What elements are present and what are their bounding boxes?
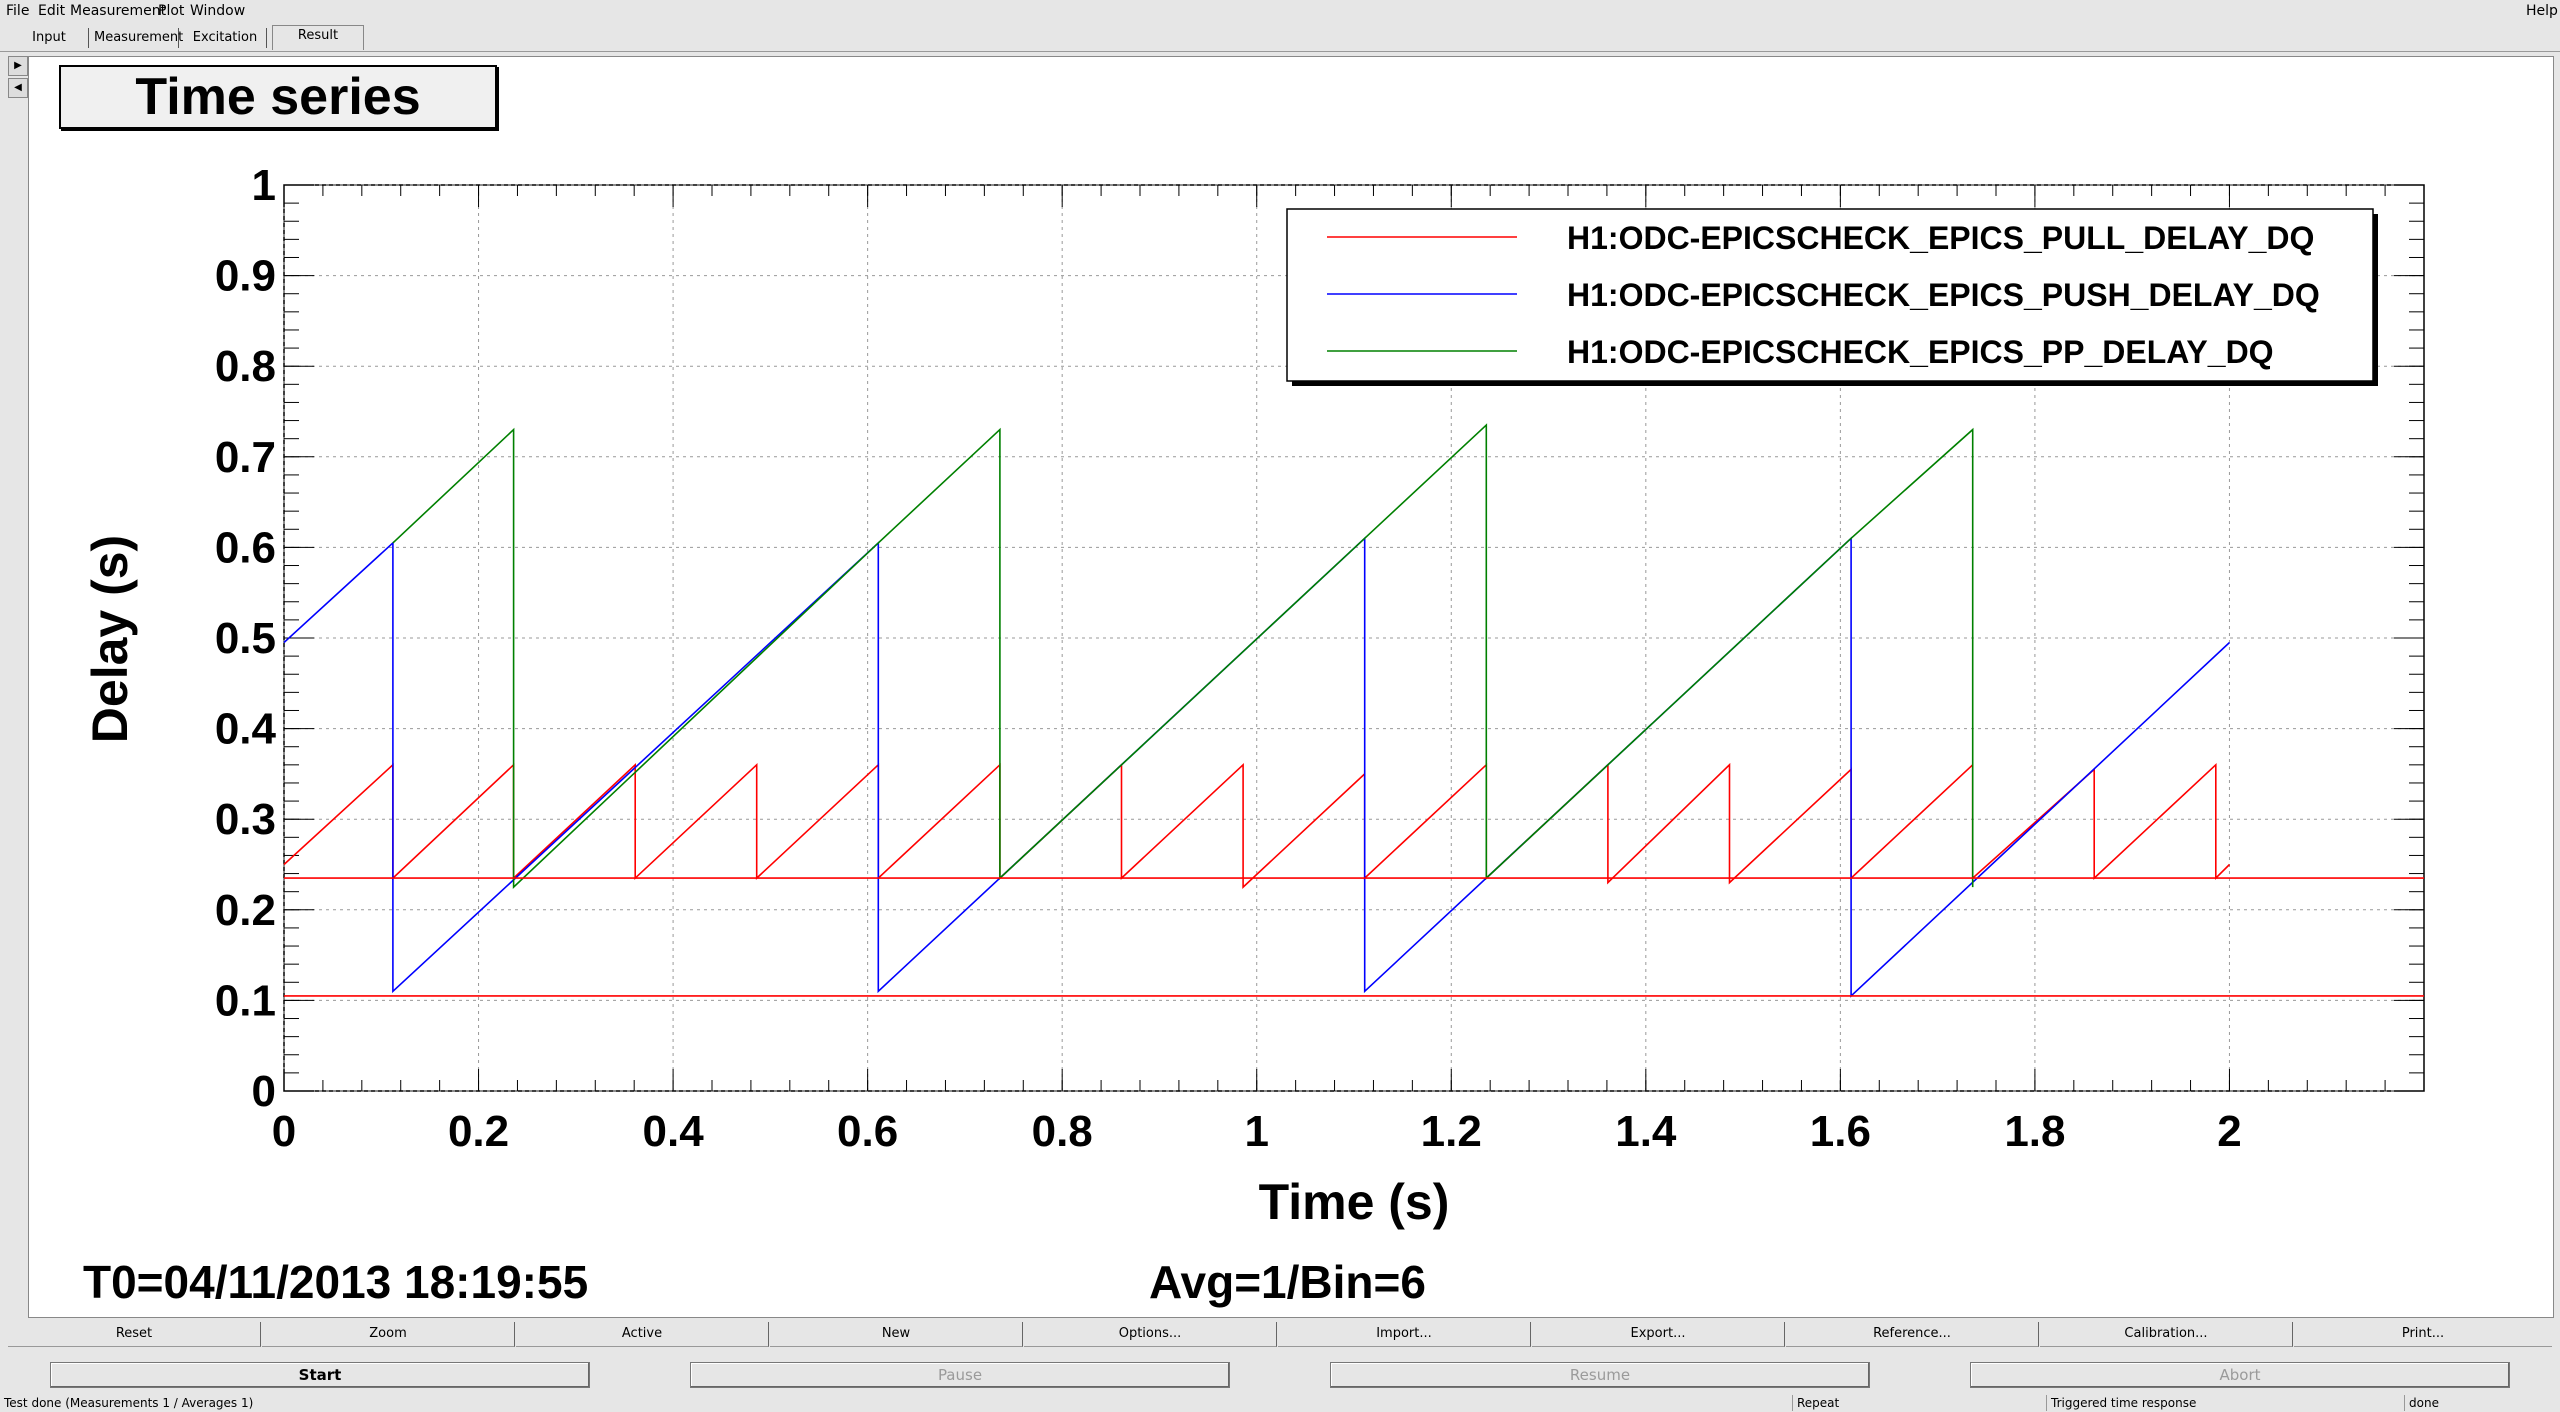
control-bar: Start Pause Resume Abort	[0, 1360, 2560, 1390]
legend-entry: H1:ODC-EPICSCHECK_EPICS_PUSH_DELAY_DQ	[1567, 277, 2320, 313]
t0-label: T0=04/11/2013 18:19:55	[83, 1256, 589, 1308]
x-tick-label: 0.2	[448, 1107, 509, 1156]
menu-bar: File Edit Measurement Plot Window Help	[0, 0, 2560, 24]
status-type: Triggered time response	[2046, 1395, 2196, 1411]
series-line-2	[392, 423, 1974, 889]
y-tick-label: 0.1	[215, 976, 276, 1025]
zoom-button[interactable]: Zoom	[262, 1322, 515, 1347]
tab-measurement[interactable]: Measurement	[94, 28, 183, 48]
x-axis-label: Time (s)	[1259, 1174, 1450, 1230]
y-tick-label: 0.3	[215, 795, 276, 844]
y-tick-label: 0.2	[215, 886, 276, 935]
menu-measurement[interactable]: Measurement	[70, 3, 167, 19]
y-tick-label: 1	[252, 161, 276, 210]
x-tick-label: 0	[272, 1107, 296, 1156]
export-button[interactable]: Export...	[1532, 1322, 1785, 1347]
menu-file[interactable]: File	[6, 3, 30, 19]
x-tick-label: 2	[2217, 1107, 2241, 1156]
abort-button[interactable]: Abort	[1970, 1362, 2510, 1388]
import-button[interactable]: Import...	[1278, 1322, 1531, 1347]
start-button[interactable]: Start	[50, 1362, 590, 1388]
legend-entry: H1:ODC-EPICSCHECK_EPICS_PP_DELAY_DQ	[1567, 334, 2274, 370]
tab-excitation[interactable]: Excitation	[184, 28, 267, 48]
tab-bar: Input Measurement Excitation Result	[0, 25, 2560, 52]
y-tick-label: 0.5	[215, 614, 276, 663]
y-tick-label: 0.7	[215, 433, 276, 482]
x-tick-label: 1.6	[1810, 1107, 1871, 1156]
expand-arrow-icon[interactable]: ▶	[8, 56, 28, 76]
pause-button[interactable]: Pause	[690, 1362, 1230, 1388]
options-button[interactable]: Options...	[1024, 1322, 1277, 1347]
status-main: Test done (Measurements 1 / Averages 1)	[4, 1396, 254, 1410]
menu-plot[interactable]: Plot	[158, 3, 185, 19]
reset-button[interactable]: Reset	[8, 1322, 261, 1347]
y-tick-label: 0	[252, 1067, 276, 1116]
new-button[interactable]: New	[770, 1322, 1023, 1347]
calibration-button[interactable]: Calibration...	[2040, 1322, 2293, 1347]
plot-toolbar: Reset Zoom Active New Options... Import.…	[8, 1322, 2554, 1348]
print-button[interactable]: Print...	[2294, 1322, 2552, 1347]
reference-button[interactable]: Reference...	[1786, 1322, 2039, 1347]
y-tick-label: 0.6	[215, 523, 276, 572]
x-tick-label: 1.8	[2004, 1107, 2065, 1156]
x-tick-label: 1	[1244, 1107, 1268, 1156]
x-tick-label: 0.4	[643, 1107, 705, 1156]
tab-input[interactable]: Input	[10, 28, 89, 48]
menu-help[interactable]: Help	[2526, 3, 2558, 19]
series-line-0	[283, 762, 2231, 889]
legend-entry: H1:ODC-EPICSCHECK_EPICS_PULL_DELAY_DQ	[1567, 220, 2314, 256]
x-tick-label: 1.2	[1421, 1107, 1482, 1156]
plot-title: Time series	[59, 65, 497, 129]
collapse-arrow-icon[interactable]: ◀	[8, 78, 28, 98]
y-tick-label: 0.9	[215, 252, 276, 301]
status-state: done	[2404, 1395, 2439, 1411]
status-mode: Repeat	[1792, 1395, 1839, 1411]
x-tick-label: 0.8	[1032, 1107, 1093, 1156]
avg-bin-label: Avg=1/Bin=6	[1149, 1256, 1426, 1308]
tab-result[interactable]: Result	[272, 25, 364, 50]
status-bar: Test done (Measurements 1 / Averages 1) …	[0, 1393, 2560, 1412]
y-tick-label: 0.8	[215, 342, 276, 391]
y-tick-label: 0.4	[215, 705, 277, 754]
x-tick-label: 0.6	[837, 1107, 898, 1156]
resume-button[interactable]: Resume	[1330, 1362, 1870, 1388]
side-controls: ▶ ◀	[8, 56, 28, 100]
time-series-chart: 0 0.2 0.4 0.6 0.8 1 1.2 1.4 1.6 1.8 2 0 0.1 0.2 0.3 0.4…	[82, 161, 2425, 1230]
y-axis-label: Delay (s)	[82, 535, 138, 743]
x-tick-label: 1.4	[1615, 1107, 1677, 1156]
plot-canvas[interactable]: 0 0.2 0.4 0.6 0.8 1 1.2 1.4 1.6 1.8 2 0 0.1 0.2 0.3 0.4…	[28, 56, 2554, 1318]
menu-edit[interactable]: Edit	[38, 3, 66, 19]
menu-window[interactable]: Window	[190, 3, 246, 19]
active-button[interactable]: Active	[516, 1322, 769, 1347]
